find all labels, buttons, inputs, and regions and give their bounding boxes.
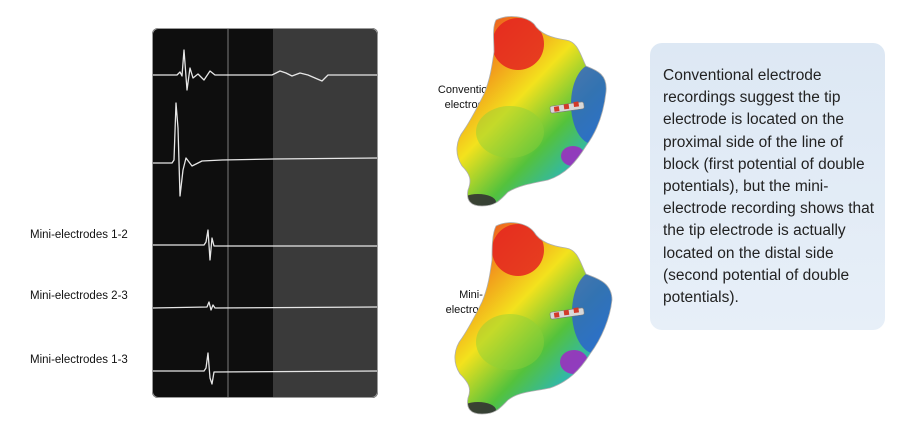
explanation-box: Conventional electrode recordings sugges… [650, 43, 885, 330]
trace-label-mini-1-2: Mini-electrodes 1-2 [30, 229, 128, 241]
activation-map-mini-svg [454, 222, 613, 415]
panel-border [152, 28, 378, 398]
electrogram-panel [152, 28, 378, 398]
activation-map-conventional [448, 14, 638, 212]
trace-label-mini-1-3: Mini-electrodes 1-3 [30, 354, 128, 366]
activation-map-conventional-svg [456, 16, 607, 207]
explanation-text: Conventional electrode recordings sugges… [663, 67, 875, 307]
catheter-icon [549, 101, 585, 114]
trace-conventional-distal [152, 49, 378, 91]
panel-highlight-region [273, 28, 378, 398]
trace-mini-1-2 [152, 229, 378, 261]
catheter-icon [549, 307, 585, 320]
map-label-mini-line1: Mini- [459, 289, 483, 301]
trace-conventional-proximal [152, 102, 378, 197]
trace-mini-2-3 [152, 301, 378, 311]
trace-mini-1-3 [152, 352, 378, 385]
trace-label-mini-2-3: Mini-electrodes 2-3 [30, 290, 128, 302]
electrogram-svg [152, 28, 378, 398]
activation-map-mini [446, 220, 636, 420]
